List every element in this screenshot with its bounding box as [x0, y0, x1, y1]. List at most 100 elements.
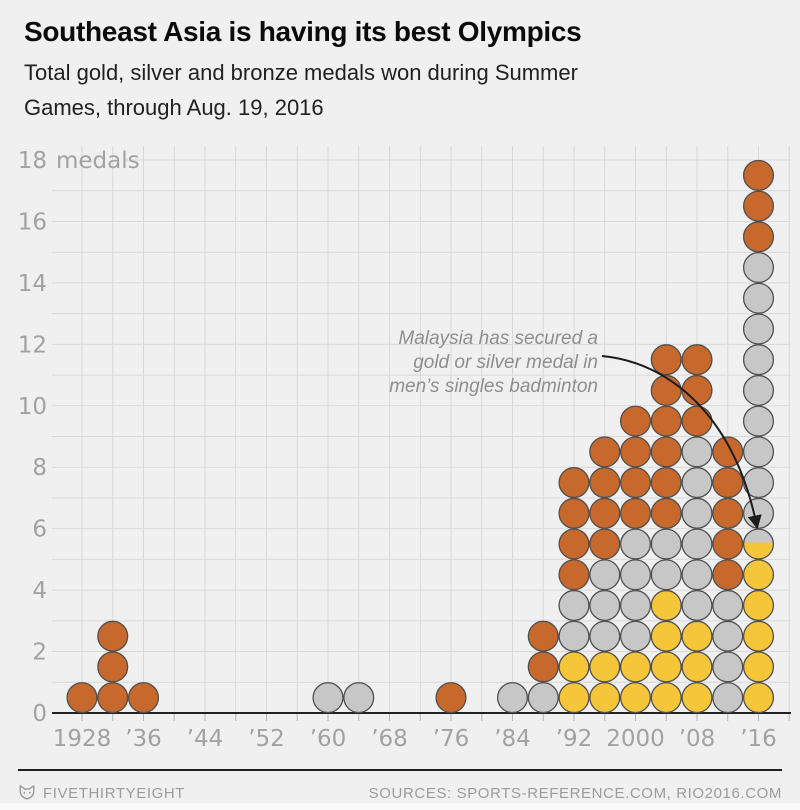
medal-dot-silver: [312, 682, 344, 714]
medal-dot-bronze: [589, 528, 621, 560]
medal-dot-silver: [712, 620, 744, 652]
medal-dot-gold: [742, 559, 775, 591]
medal-dot-gold: [681, 682, 713, 714]
medal-dot-silver: [681, 436, 713, 468]
annotation-line: men’s singles badminton: [389, 376, 598, 397]
medal-dot-bronze: [589, 467, 621, 499]
medal-dot-silver: [742, 497, 775, 529]
medal-dot-bronze: [97, 682, 129, 714]
medal-dot-bronze: [619, 436, 652, 468]
medal-dot-silver: [681, 467, 713, 499]
medal-dot-bronze: [712, 559, 744, 591]
medal-dot-silver: [742, 344, 775, 376]
x-axis-label: ’68: [371, 726, 408, 752]
medal-dot-bronze: [712, 467, 744, 499]
medal-dot-bronze: [712, 497, 744, 529]
medal-dot-bronze: [558, 497, 590, 529]
fivethirtyeight-logo-icon: [19, 785, 35, 800]
medal-dot-bronze: [589, 436, 621, 468]
annotation-line: gold or silver medal in: [413, 352, 598, 373]
medal-dot-silver: [558, 620, 590, 652]
y-axis-label: 8: [32, 455, 47, 481]
medal-dot-bronze: [558, 528, 590, 560]
medal-dot-bronze: [712, 436, 744, 468]
medal-dot-bronze: [558, 559, 590, 591]
y-axis-label: 6: [32, 517, 47, 543]
page-subtitle: Total gold, silver and bronze medals won…: [24, 60, 578, 120]
medal-dot-bronze: [435, 682, 467, 714]
medal-dot-silver: [742, 467, 775, 499]
medal-dot-bronze: [650, 405, 682, 437]
y-axis-label: 16: [18, 209, 47, 235]
medal-dot-silver: [527, 682, 559, 714]
y-axis-label: 0: [32, 701, 47, 727]
medal-dot-gold: [742, 651, 775, 683]
medal-dot-bronze: [650, 497, 682, 529]
medal-dot-silver: [681, 559, 713, 591]
medal-dot-gold: [681, 620, 713, 652]
x-axis-label: ’92: [556, 726, 593, 752]
medal-dot-silver: [742, 282, 775, 314]
medal-dot-bronze: [650, 436, 682, 468]
footer: FIVETHIRTYEIGHT SOURCES: SPORTS-REFERENC…: [18, 780, 782, 806]
medal-dot-gold: [650, 589, 682, 622]
y-axis-label: 12: [18, 332, 47, 358]
x-axis-label: ’08: [679, 726, 716, 752]
brand: FIVETHIRTYEIGHT: [18, 784, 185, 802]
annotation-arrow: [601, 355, 762, 530]
medal-dot-silver: [558, 589, 590, 622]
medal-dot-gold: [681, 651, 713, 683]
medal-dot-silver: [619, 589, 652, 622]
medal-dot-gold: [650, 651, 682, 683]
y-axis-unit-label: medals: [56, 148, 140, 174]
medal-dot-bronze: [681, 344, 713, 376]
x-axis-label: 2000: [606, 726, 665, 752]
annotation-line: Malaysia has secured a: [398, 328, 598, 349]
medal-dot-silver: [496, 682, 529, 714]
chart-annotation: Malaysia has secured a gold or silver me…: [298, 327, 598, 399]
medal-dot-bronze: [66, 682, 98, 714]
x-axis-label: ’52: [248, 726, 285, 752]
medal-dot-gold: [558, 651, 590, 683]
medal-dot-silver: [742, 374, 775, 406]
medal-dot-silver: [619, 620, 652, 652]
medal-dot-gold: [589, 651, 621, 683]
medal-dot-silver: [712, 682, 744, 714]
y-axis-label: 18: [18, 148, 47, 174]
footer-divider: [18, 769, 782, 771]
medal-dot-silver: [742, 405, 775, 437]
medal-dot-bronze: [742, 159, 775, 191]
medal-dot-bronze: [650, 344, 682, 376]
medal-dot-bronze: [527, 620, 559, 652]
medal-dot-gold: [650, 620, 682, 652]
x-axis-label: ’16: [740, 726, 777, 752]
medal-dot-silver: [681, 497, 713, 529]
medal-dot-silver: [650, 559, 682, 591]
medal-dot-bronze: [589, 497, 621, 529]
medal-dot-bronze: [712, 528, 744, 560]
y-axis-label: 2: [32, 640, 47, 666]
medal-dot-silver: [650, 528, 682, 560]
medal-dot-bronze: [742, 221, 775, 253]
medal-dot-gold: [742, 682, 775, 714]
y-axis-label: 10: [18, 394, 47, 420]
medal-dot-bronze: [527, 651, 559, 683]
medal-dot-bronze: [619, 467, 652, 499]
medal-dot-gold: [589, 682, 621, 714]
x-axis-label: ’76: [433, 726, 470, 752]
medal-dot-gold: [742, 589, 775, 622]
medal-dot-bronze: [97, 651, 129, 683]
medal-dot-bronze: [558, 467, 590, 499]
medal-dot-bronze: [650, 467, 682, 499]
medal-dot-gold: [558, 682, 590, 714]
medal-dot-silver: [589, 589, 621, 622]
medal-dot-bronze: [127, 682, 160, 714]
medal-dot-gold: [742, 620, 775, 652]
x-axis-label: ’84: [494, 726, 531, 752]
medal-dot-bronze: [681, 374, 713, 406]
medal-dot-silver: [742, 436, 775, 468]
medal-dot-silver: [343, 682, 375, 714]
y-axis-label: 14: [18, 271, 47, 297]
